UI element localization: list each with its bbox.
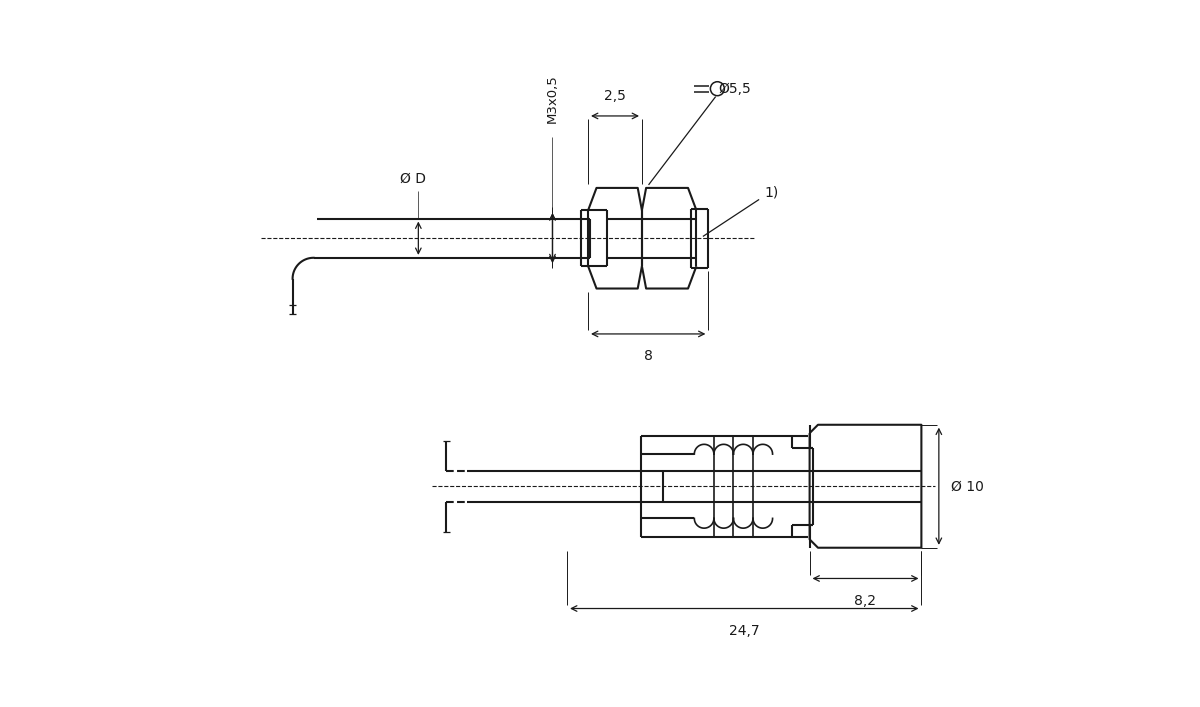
- Text: Ø D: Ø D: [400, 172, 426, 186]
- Text: 1): 1): [764, 186, 779, 200]
- Text: Ø5,5: Ø5,5: [719, 82, 751, 95]
- Text: Ø 10: Ø 10: [952, 479, 984, 493]
- Text: 8: 8: [643, 349, 653, 363]
- Text: 2,5: 2,5: [604, 89, 626, 103]
- Text: 24,7: 24,7: [728, 624, 760, 638]
- Text: M3x0,5: M3x0,5: [546, 74, 559, 123]
- Text: 8,2: 8,2: [854, 594, 876, 608]
